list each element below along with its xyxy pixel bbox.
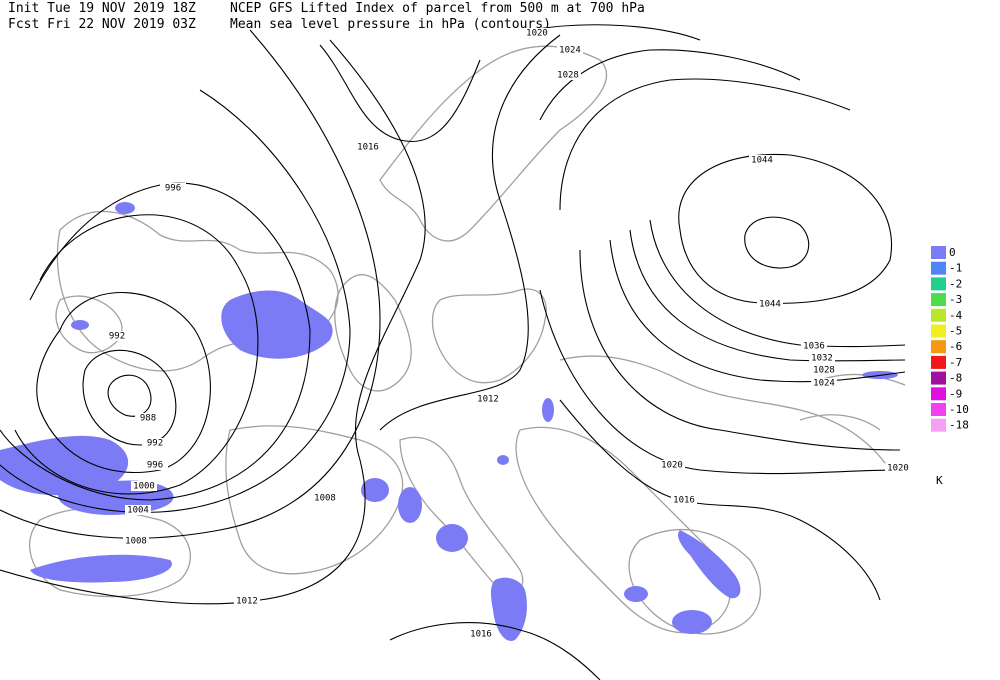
contour-label: 1020 xyxy=(887,464,909,474)
contour-label-bg xyxy=(160,183,186,193)
contour-label-bg xyxy=(801,341,827,351)
legend-unit: K xyxy=(936,474,943,487)
legend-label: -7 xyxy=(949,356,962,369)
legend-swatch xyxy=(931,387,946,401)
contour-label: 1012 xyxy=(477,395,499,405)
contour-label-bg xyxy=(468,629,494,639)
legend-label: -8 xyxy=(949,372,962,385)
contour-label-bg xyxy=(475,394,501,404)
contour-label-bg xyxy=(557,45,583,55)
legend-label: -6 xyxy=(949,340,962,353)
contour-label: 1044 xyxy=(759,300,781,310)
contour-label-bg xyxy=(524,28,550,38)
contour-label-bg xyxy=(142,460,168,470)
legend-swatch xyxy=(931,261,946,275)
contour-label-bg xyxy=(555,70,581,80)
contour-label-bg xyxy=(757,299,783,309)
legend-label: -18 xyxy=(949,419,969,432)
legend-label: -3 xyxy=(949,293,962,306)
isobars xyxy=(0,24,906,680)
contour-label-bg xyxy=(104,331,130,341)
contour-label: 1028 xyxy=(813,366,835,376)
contour-label-bg xyxy=(809,353,835,363)
map-subtitle: Mean sea level pressure in hPa (contours… xyxy=(230,17,551,32)
contour-label-bg xyxy=(749,155,775,165)
legend-label: -2 xyxy=(949,277,962,290)
legend-label: -9 xyxy=(949,387,962,400)
legend: 0 -1 -2 -3 -4 -5 -6 -7 -8 -9 -10 -18 K xyxy=(931,246,969,487)
contour-label: 1012 xyxy=(236,597,258,607)
legend-swatch xyxy=(931,371,946,385)
contour-label-bg xyxy=(659,460,685,470)
contour-label: 1008 xyxy=(314,494,336,504)
contour-label-bg xyxy=(885,463,911,473)
legend-label: 0 xyxy=(949,246,956,259)
contour-label-bg xyxy=(135,413,161,423)
contour-label: 1024 xyxy=(813,379,835,389)
contour-label: 1024 xyxy=(559,46,581,56)
contour-label: 988 xyxy=(140,414,156,424)
contour-label-bg xyxy=(123,536,149,546)
legend-swatch xyxy=(931,340,946,354)
contour-label: 1020 xyxy=(661,461,683,471)
contour-label-bg xyxy=(234,596,260,606)
legend-swatch xyxy=(931,277,946,291)
contour-label: 996 xyxy=(165,184,181,194)
contour-label: 992 xyxy=(109,332,125,342)
contour-label: 1020 xyxy=(526,29,548,39)
contour-label: 1032 xyxy=(811,354,833,364)
contour-label: 1028 xyxy=(557,71,579,81)
contour-label: 1044 xyxy=(751,156,773,166)
contour-labels: 1020 1024 1028 1016 996 992 988 992 996 1000 1004 1… xyxy=(104,28,911,640)
contour-label: 1036 xyxy=(803,342,825,352)
legend-label: -4 xyxy=(949,309,963,322)
contour-label-bg xyxy=(671,495,697,505)
legend-label: -1 xyxy=(949,262,962,275)
contour-label-bg xyxy=(811,365,837,375)
contour-label: 1008 xyxy=(125,537,147,547)
init-time: Init Tue 19 NOV 2019 18Z xyxy=(8,1,196,16)
map-title: NCEP GFS Lifted Index of parcel from 500… xyxy=(230,1,645,16)
contour-label-bg xyxy=(811,378,837,388)
legend-swatch xyxy=(931,355,946,369)
contour-label-bg xyxy=(312,493,338,503)
contour-label: 1004 xyxy=(127,506,149,516)
contour-label-bg xyxy=(125,505,151,515)
contour-label: 1000 xyxy=(133,482,155,492)
legend-label: -5 xyxy=(949,325,962,338)
contour-label: 1016 xyxy=(673,496,695,506)
legend-label: -10 xyxy=(949,403,969,416)
contour-label: 1016 xyxy=(470,630,492,640)
legend-swatch xyxy=(931,308,946,322)
contour-label: 996 xyxy=(147,461,163,471)
legend-swatch xyxy=(931,418,946,432)
legend-swatch xyxy=(931,293,946,307)
legend-swatch xyxy=(931,246,946,259)
contour-label-bg xyxy=(131,481,157,491)
forecast-time: Fcst Fri 22 NOV 2019 03Z xyxy=(8,17,196,32)
contour-label: 992 xyxy=(147,439,163,449)
legend-swatch xyxy=(931,324,946,338)
contour-label-bg xyxy=(142,438,168,448)
contour-label: 1016 xyxy=(357,143,379,153)
contour-label-bg xyxy=(355,142,381,152)
legend-swatch xyxy=(931,403,946,416)
